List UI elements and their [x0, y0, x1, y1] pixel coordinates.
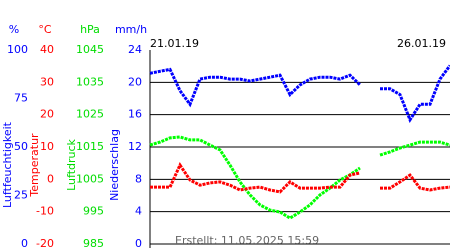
start-date: 21.01.19	[150, 37, 199, 50]
y-tick-label: 100	[7, 43, 28, 56]
y-tick-label: 20	[40, 108, 54, 121]
data-line	[150, 162, 450, 194]
y-tick-label: 1005	[76, 172, 104, 185]
y-tick-label: -20	[36, 237, 54, 250]
data-line	[149, 64, 450, 124]
y-tick-label: 985	[83, 237, 104, 250]
y-tick-label: 995	[83, 205, 104, 218]
y-tick-label: 0	[21, 237, 28, 250]
y-tick-label: 4	[135, 205, 142, 218]
y-tick-label: 1035	[76, 75, 104, 88]
axis-unit: °C	[38, 23, 52, 36]
y-tick-label: 16	[128, 108, 142, 121]
y-tick-label: 0	[47, 172, 54, 185]
axis-unit: hPa	[80, 23, 100, 36]
end-date: 26.01.19	[397, 37, 446, 50]
y-tick-label: 40	[40, 43, 54, 56]
axis-title: Niederschlag	[108, 129, 121, 201]
axis-unit: %	[9, 23, 19, 36]
y-tick-label: 8	[135, 172, 142, 185]
y-tick-label: 20	[128, 75, 142, 88]
axis-unit: mm/h	[115, 23, 147, 36]
y-tick-label: 75	[14, 92, 28, 105]
axis-title: Luftdruck	[65, 138, 78, 190]
y-tick-label: 25	[14, 189, 28, 202]
y-tick-label: 12	[128, 140, 142, 153]
y-tick-label: 10	[40, 140, 54, 153]
y-tick-label: 1045	[76, 43, 104, 56]
axis-title: Temperatur	[28, 133, 41, 198]
y-tick-label: 24	[128, 43, 142, 56]
footer: Erstellt: 11.05.2025 15:59	[175, 234, 319, 247]
data-line	[149, 135, 450, 220]
y-tick-label: -10	[36, 205, 54, 218]
y-tick-label: 1015	[76, 140, 104, 153]
y-tick-label: 30	[40, 75, 54, 88]
y-tick-label: 0	[135, 237, 142, 250]
axis-title: Luftfeuchtigkeit	[1, 121, 14, 208]
y-tick-label: 50	[14, 140, 28, 153]
y-tick-label: 1025	[76, 108, 104, 121]
